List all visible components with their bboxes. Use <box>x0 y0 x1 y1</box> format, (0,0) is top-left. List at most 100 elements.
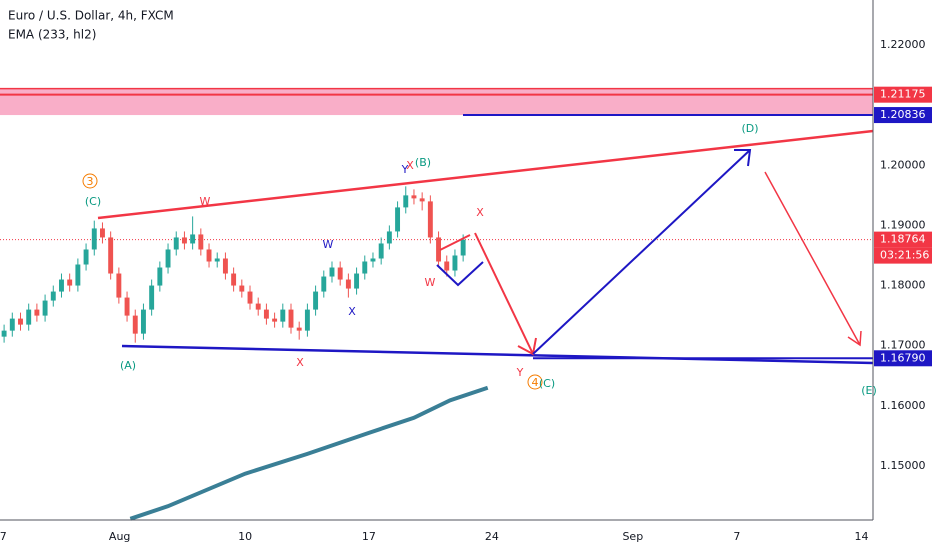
wave-label: (C) <box>85 195 101 208</box>
candle-body <box>296 327 302 331</box>
ema-line <box>129 385 489 521</box>
drawing <box>436 261 484 287</box>
arrow <box>764 171 861 346</box>
trend-line <box>121 344 874 365</box>
trend-line <box>97 129 874 220</box>
wave-label: Y <box>401 163 409 176</box>
wave-label: X <box>348 305 356 318</box>
candle-body <box>403 195 409 208</box>
price-label: 1.18764 <box>880 233 926 246</box>
drawings <box>97 129 874 365</box>
wave-label: (A) <box>120 359 136 372</box>
candle-body <box>452 255 458 271</box>
circle <box>82 173 98 189</box>
x-tick-label: 7 <box>733 530 740 543</box>
candle-body <box>26 309 32 325</box>
wave-label: X <box>296 356 304 369</box>
candle-body <box>263 309 269 319</box>
x-tick-label: Sep <box>622 530 643 543</box>
y-tick-label: 1.18000 <box>880 279 926 292</box>
arrow-head <box>847 330 862 347</box>
candle-body <box>75 264 81 286</box>
price-label: 1.21175 <box>880 88 926 101</box>
y-tick-label: 1.17000 <box>880 339 926 352</box>
x-tick-label: 10 <box>238 530 252 543</box>
candle-body <box>386 231 392 244</box>
wave-label: 4 <box>532 376 539 389</box>
arrow-head <box>734 149 752 167</box>
price-label: 1.20836 <box>880 108 926 121</box>
candle-body <box>345 279 351 289</box>
candle-body <box>370 258 376 262</box>
arrow <box>474 232 534 355</box>
arrow <box>532 149 751 355</box>
countdown-box <box>874 247 932 264</box>
circle <box>527 374 543 390</box>
candle-body <box>181 237 187 244</box>
drawing <box>439 234 471 251</box>
y-tick-label: 1.16000 <box>880 399 926 412</box>
y-tick-label: 1.19000 <box>880 218 926 231</box>
y-tick-label: 1.20000 <box>880 158 926 171</box>
candle-body <box>378 243 384 259</box>
y-tick-label: 1.15000 <box>880 459 926 472</box>
candle-body <box>247 291 253 304</box>
wave-label: (C) <box>539 377 555 390</box>
chart-title: Euro / U.S. Dollar, 4h, FXCM <box>8 9 174 23</box>
candle-body <box>231 273 237 286</box>
candle-body <box>165 249 171 268</box>
candle-body <box>67 279 73 286</box>
wave-label: 3 <box>87 175 94 188</box>
wave-label: W <box>425 276 436 289</box>
wave-label: (B) <box>415 156 431 169</box>
header-bg <box>0 0 250 46</box>
candle-body <box>427 201 433 238</box>
candle-body <box>91 228 97 250</box>
candle-body <box>272 318 278 322</box>
zone-layer <box>0 87 873 360</box>
candle-body <box>1 330 7 337</box>
price-label-box <box>874 86 932 103</box>
wave-label: X <box>406 159 414 172</box>
x-tick-label: Aug <box>109 530 130 543</box>
candle-body <box>173 237 179 250</box>
price-label-box <box>874 350 932 367</box>
candle-body <box>411 195 417 199</box>
candle-body <box>222 258 228 274</box>
chart-subtitle: EMA (233, hl2) <box>8 28 96 42</box>
price-zone <box>0 88 873 116</box>
x-tick-label: 17 <box>362 530 376 543</box>
candle-body <box>436 237 442 262</box>
candles <box>1 186 489 521</box>
price-label-box <box>874 107 932 124</box>
candle-body <box>149 285 155 310</box>
candle-body <box>132 315 138 334</box>
candle-body <box>198 234 204 250</box>
candle-body <box>108 237 114 274</box>
candle-body <box>362 261 368 274</box>
wave-label: W <box>200 195 211 208</box>
x-tick-label: 24 <box>485 530 499 543</box>
price-label-box <box>874 231 932 248</box>
candle-body <box>59 279 64 292</box>
candle-body <box>460 239 466 256</box>
candle-body <box>329 267 335 277</box>
price-label: 1.16790 <box>880 351 926 364</box>
candle-body <box>214 258 220 262</box>
x-tick-label: 7 <box>0 530 7 543</box>
candle-body <box>354 273 360 289</box>
candle-body <box>100 228 105 238</box>
wave-label: W <box>323 238 334 251</box>
candle-body <box>280 309 286 322</box>
countdown: 03:21:56 <box>880 249 929 262</box>
candle-body <box>239 285 245 292</box>
candle-body <box>304 309 310 331</box>
candle-body <box>42 300 48 316</box>
candle-body <box>419 198 425 202</box>
candle-body <box>116 273 122 298</box>
candle-body <box>18 318 23 325</box>
candle-body <box>206 249 212 262</box>
wave-labels: 3 (C) W Y X (B) X W X W X (A) Y 4 (C) (D… <box>82 122 877 397</box>
